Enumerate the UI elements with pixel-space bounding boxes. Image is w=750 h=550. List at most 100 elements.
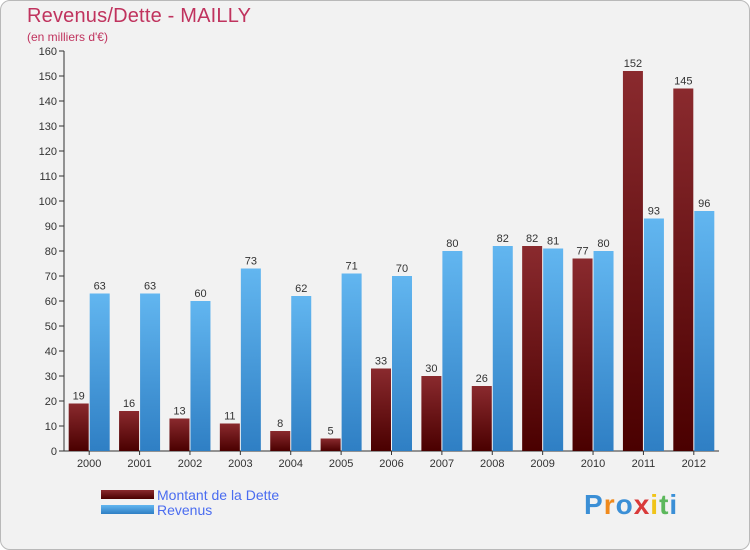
data-label-revenue: 80: [597, 238, 609, 250]
data-label-debt: 5: [328, 426, 334, 438]
bar-revenue: [643, 218, 664, 451]
x-tick-label: 2004: [278, 458, 302, 470]
y-tick-label: 0: [51, 446, 57, 458]
data-label-debt: 152: [624, 58, 642, 70]
y-tick-label: 10: [45, 421, 57, 433]
data-label-debt: 30: [425, 363, 437, 375]
y-tick-label: 40: [45, 346, 57, 358]
x-tick-label: 2000: [77, 458, 101, 470]
logo-letter: i: [650, 489, 660, 520]
data-label-revenue: 60: [194, 288, 206, 300]
bar-debt: [68, 403, 89, 451]
bar-revenue: [694, 211, 715, 451]
data-label-debt: 11: [224, 411, 235, 423]
bar-revenue: [240, 268, 261, 451]
bar-debt: [270, 431, 291, 451]
x-tick-label: 2010: [581, 458, 605, 470]
bar-debt: [119, 411, 140, 451]
bar-debt: [169, 418, 190, 451]
bar-revenue: [140, 293, 161, 451]
bar-revenue: [291, 296, 312, 451]
logo-letter: o: [615, 489, 634, 520]
logo-letter: x: [633, 489, 651, 520]
data-label-debt: 33: [375, 356, 387, 368]
proxiti-logo: Proxiti: [584, 489, 678, 521]
bar-debt: [673, 88, 694, 451]
bar-revenue: [492, 246, 513, 451]
data-label-revenue: 96: [698, 198, 710, 210]
y-tick-label: 150: [39, 71, 57, 83]
data-label-debt: 16: [123, 398, 135, 410]
x-tick-label: 2008: [480, 458, 504, 470]
x-tick-label: 2001: [127, 458, 151, 470]
chart-title: Revenus/Dette - MAILLY: [27, 5, 252, 27]
bar-revenue: [593, 251, 614, 451]
legend-swatch-debt: [101, 490, 154, 499]
data-label-revenue: 73: [245, 256, 257, 268]
data-label-debt: 26: [476, 373, 488, 385]
bar-debt: [522, 246, 543, 451]
data-label-revenue: 70: [396, 263, 408, 275]
bar-revenue: [543, 248, 564, 451]
logo-letter: r: [603, 489, 616, 520]
bar-debt: [320, 438, 341, 451]
y-tick-label: 80: [45, 246, 57, 258]
bar-debt: [572, 258, 593, 451]
x-tick-label: 2002: [178, 458, 202, 470]
data-label-revenue: 82: [497, 233, 509, 245]
x-tick-label: 2009: [530, 458, 554, 470]
data-label-revenue: 93: [648, 206, 660, 218]
data-label-revenue: 62: [295, 283, 307, 295]
y-tick-label: 160: [39, 46, 57, 58]
data-label-revenue: 71: [345, 261, 357, 273]
bar-debt: [421, 376, 442, 451]
bar-debt: [471, 386, 492, 451]
data-label-revenue: 80: [446, 238, 458, 250]
logo-letter: P: [584, 489, 604, 520]
data-label-debt: 19: [73, 391, 85, 403]
legend-item-debt: Montant de la Dette: [101, 486, 280, 503]
y-tick-label: 50: [45, 321, 57, 333]
bar-debt: [219, 423, 240, 451]
y-tick-label: 140: [39, 96, 57, 108]
y-tick-label: 60: [45, 296, 57, 308]
data-label-debt: 77: [576, 246, 588, 258]
y-tick-label: 100: [39, 196, 57, 208]
x-tick-label: 2006: [379, 458, 403, 470]
x-tick-label: 2005: [329, 458, 353, 470]
bar-revenue: [89, 293, 110, 451]
legend-label-debt: Montant de la Dette: [157, 486, 280, 503]
y-tick-label: 90: [45, 221, 57, 233]
data-label-debt: 8: [277, 418, 283, 430]
y-tick-label: 30: [45, 371, 57, 383]
y-tick-label: 130: [39, 121, 57, 133]
logo-letter: t: [659, 489, 670, 520]
chart-subtitle: (en milliers d'€): [27, 30, 108, 44]
legend-swatch-revenue: [101, 505, 154, 514]
data-label-revenue: 63: [94, 281, 106, 293]
bar-revenue: [190, 301, 211, 451]
legend-label-revenue: Revenus: [157, 501, 213, 518]
data-label-debt: 13: [173, 406, 185, 418]
y-tick-label: 20: [45, 396, 57, 408]
y-tick-label: 70: [45, 271, 57, 283]
x-tick-label: 2011: [632, 458, 656, 470]
bar-revenue: [442, 251, 463, 451]
legend-item-revenue: Revenus: [101, 501, 279, 518]
legend: Montant de la Dette Revenus: [101, 486, 280, 518]
data-label-revenue: 81: [547, 236, 559, 248]
bar-debt: [622, 71, 643, 451]
bar-revenue: [392, 276, 412, 451]
data-label-debt: 82: [526, 233, 538, 245]
y-tick-label: 120: [39, 146, 57, 158]
bar-debt: [371, 368, 391, 451]
y-tick-label: 110: [39, 171, 57, 183]
x-tick-label: 2003: [228, 458, 252, 470]
x-tick-label: 2007: [430, 458, 454, 470]
x-tick-label: 2012: [682, 458, 706, 470]
data-label-debt: 145: [674, 76, 692, 88]
bar-revenue: [341, 273, 362, 451]
data-label-revenue: 63: [144, 281, 156, 293]
